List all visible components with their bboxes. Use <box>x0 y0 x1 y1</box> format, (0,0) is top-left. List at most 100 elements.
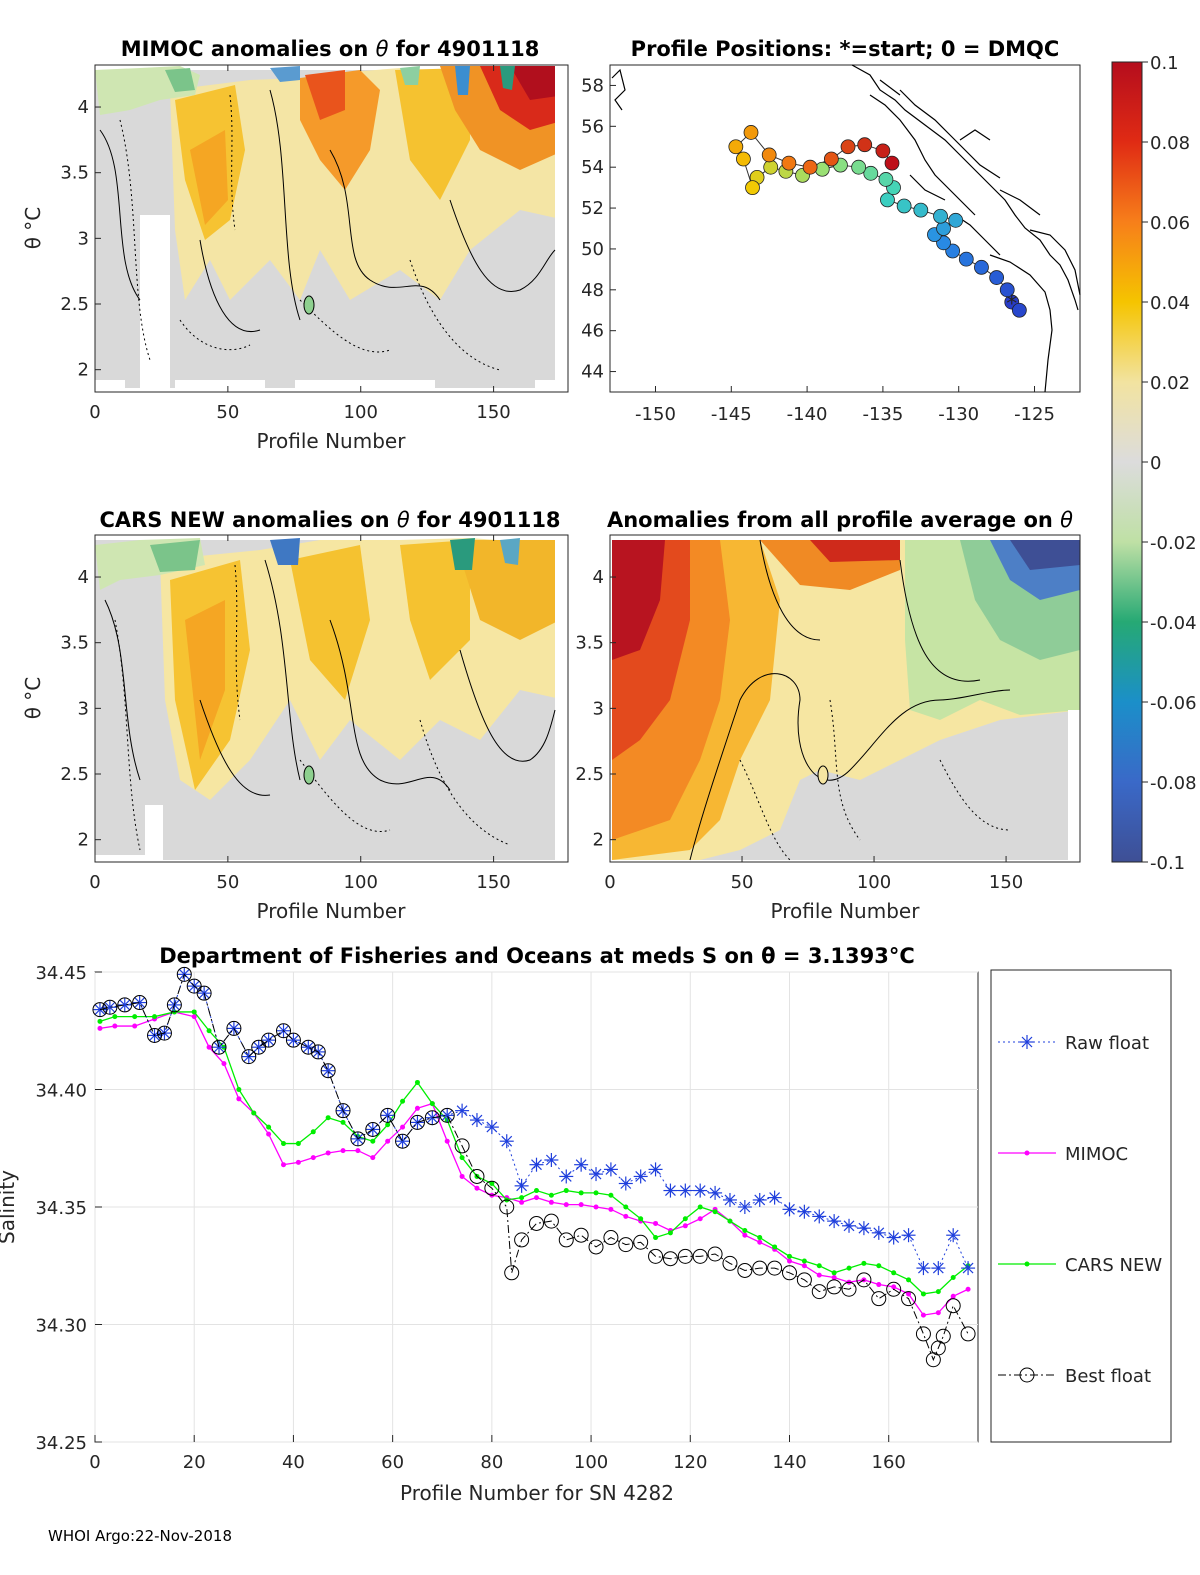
mimoc-ylabel: θ °C <box>21 207 45 250</box>
data-point <box>692 1248 708 1264</box>
data-point <box>935 1289 941 1295</box>
data-point <box>697 1204 703 1210</box>
data-point <box>97 1025 103 1031</box>
profile-position <box>878 172 894 187</box>
data-point <box>559 1169 574 1184</box>
colorbar: 0.1 0.08 0.06 0.04 0.02 0 -0.02 -0.04 -0.06 -0.08… <box>1111 53 1197 874</box>
data-point <box>186 978 202 994</box>
data-point <box>424 1110 440 1126</box>
data-point <box>534 1195 539 1201</box>
y-tick-label: 2.5 <box>60 764 89 785</box>
colorbar-label: 0.02 <box>1150 373 1190 394</box>
x-tick-label: 0 <box>604 872 615 893</box>
data-point <box>737 1200 752 1214</box>
data-point <box>558 1232 574 1248</box>
profile-position <box>857 137 873 153</box>
data-point <box>950 1293 956 1299</box>
x-tick-label: 150 <box>989 872 1023 893</box>
y-tick-label: 2 <box>593 830 604 851</box>
profile-position <box>802 159 818 175</box>
data-point <box>514 1232 530 1248</box>
data-point <box>102 999 118 1015</box>
data-point <box>722 1192 737 1207</box>
data-point <box>286 1033 301 1048</box>
x-tick-label: -130 <box>938 404 979 425</box>
cars-xlabel: Profile Number <box>257 899 407 923</box>
data-point <box>166 997 182 1013</box>
data-point <box>906 1291 912 1297</box>
data-point <box>191 1009 197 1015</box>
data-point <box>965 1286 971 1292</box>
data-point <box>633 1169 648 1184</box>
data-point <box>191 1014 197 1020</box>
data-point <box>618 1237 634 1253</box>
salinity-title: Department of Fisheries and Oceans at me… <box>159 944 915 968</box>
data-point <box>682 1216 688 1222</box>
data-point <box>931 1261 946 1276</box>
y-tick-label: 52 <box>581 198 604 219</box>
profile-position <box>840 139 856 155</box>
profile-position <box>728 139 744 155</box>
data-point <box>891 1270 897 1276</box>
data-point <box>856 1221 871 1236</box>
profile-position <box>880 192 895 208</box>
data-point <box>236 1096 242 1102</box>
y-tick-label: 2.5 <box>60 294 89 315</box>
data-point <box>281 1141 287 1147</box>
salinity-axes: 0 20 40 60 80 100 120 140 160 34.25 34.30 34.35 34.4… <box>35 963 905 1473</box>
allavg-xlabel: Profile Number <box>771 899 921 923</box>
data-point <box>920 1291 926 1297</box>
data-point <box>945 1298 961 1314</box>
data-point <box>414 1105 420 1111</box>
colorbar-label: -0.02 <box>1150 533 1197 554</box>
x-tick-label: 20 <box>183 1452 206 1473</box>
y-tick-label: 4 <box>78 567 89 588</box>
data-point <box>816 1272 822 1278</box>
legend-marker <box>1019 1367 1035 1383</box>
data-point <box>484 1120 499 1135</box>
data-point <box>469 1168 485 1184</box>
colorbar-label: 0.1 <box>1150 53 1179 74</box>
legend-marker <box>1024 1150 1030 1156</box>
start-marker-icon: * <box>1006 292 1017 317</box>
data-point <box>801 1263 807 1269</box>
data-point <box>876 1263 882 1269</box>
data-point <box>682 1223 688 1229</box>
y-tick-label: 34.25 <box>35 1433 87 1454</box>
legend: Raw float MIMOC CARS NEW Best float <box>990 969 1172 1443</box>
data-point <box>350 1131 366 1147</box>
x-tick-label: 50 <box>216 872 239 893</box>
series-line-best-float <box>99 973 969 1362</box>
data-point <box>841 1281 857 1297</box>
data-point <box>251 1039 267 1055</box>
x-tick-label: 60 <box>381 1452 404 1473</box>
profile-position <box>884 155 900 171</box>
x-tick-label: 150 <box>476 872 510 893</box>
data-point <box>469 1113 484 1128</box>
data-point <box>772 1244 778 1250</box>
data-point <box>147 1027 163 1043</box>
profile-position <box>763 159 779 175</box>
salinity-xlabel: Profile Number for SN 4282 <box>400 1481 674 1505</box>
legend-label: Best float <box>1065 1366 1151 1387</box>
data-point <box>812 1209 827 1224</box>
x-tick-label: 150 <box>476 402 510 423</box>
data-point <box>276 1023 292 1039</box>
data-point <box>112 1014 118 1020</box>
mimoc-xlabel: Profile Number <box>257 429 407 453</box>
data-point <box>693 1183 708 1198</box>
data-point <box>667 1230 673 1236</box>
y-tick-label: 4 <box>78 97 89 118</box>
y-tick-label: 3.5 <box>60 633 89 654</box>
data-point <box>474 1185 480 1191</box>
data-point <box>563 1188 569 1194</box>
data-point <box>295 1159 301 1165</box>
profile-position <box>781 155 797 171</box>
data-point <box>603 1230 619 1246</box>
data-point <box>440 1108 455 1123</box>
profile-position <box>851 159 867 175</box>
data-point <box>861 1260 867 1266</box>
data-point <box>588 1239 604 1255</box>
data-point <box>935 1328 951 1344</box>
salinity-series <box>92 966 976 1368</box>
